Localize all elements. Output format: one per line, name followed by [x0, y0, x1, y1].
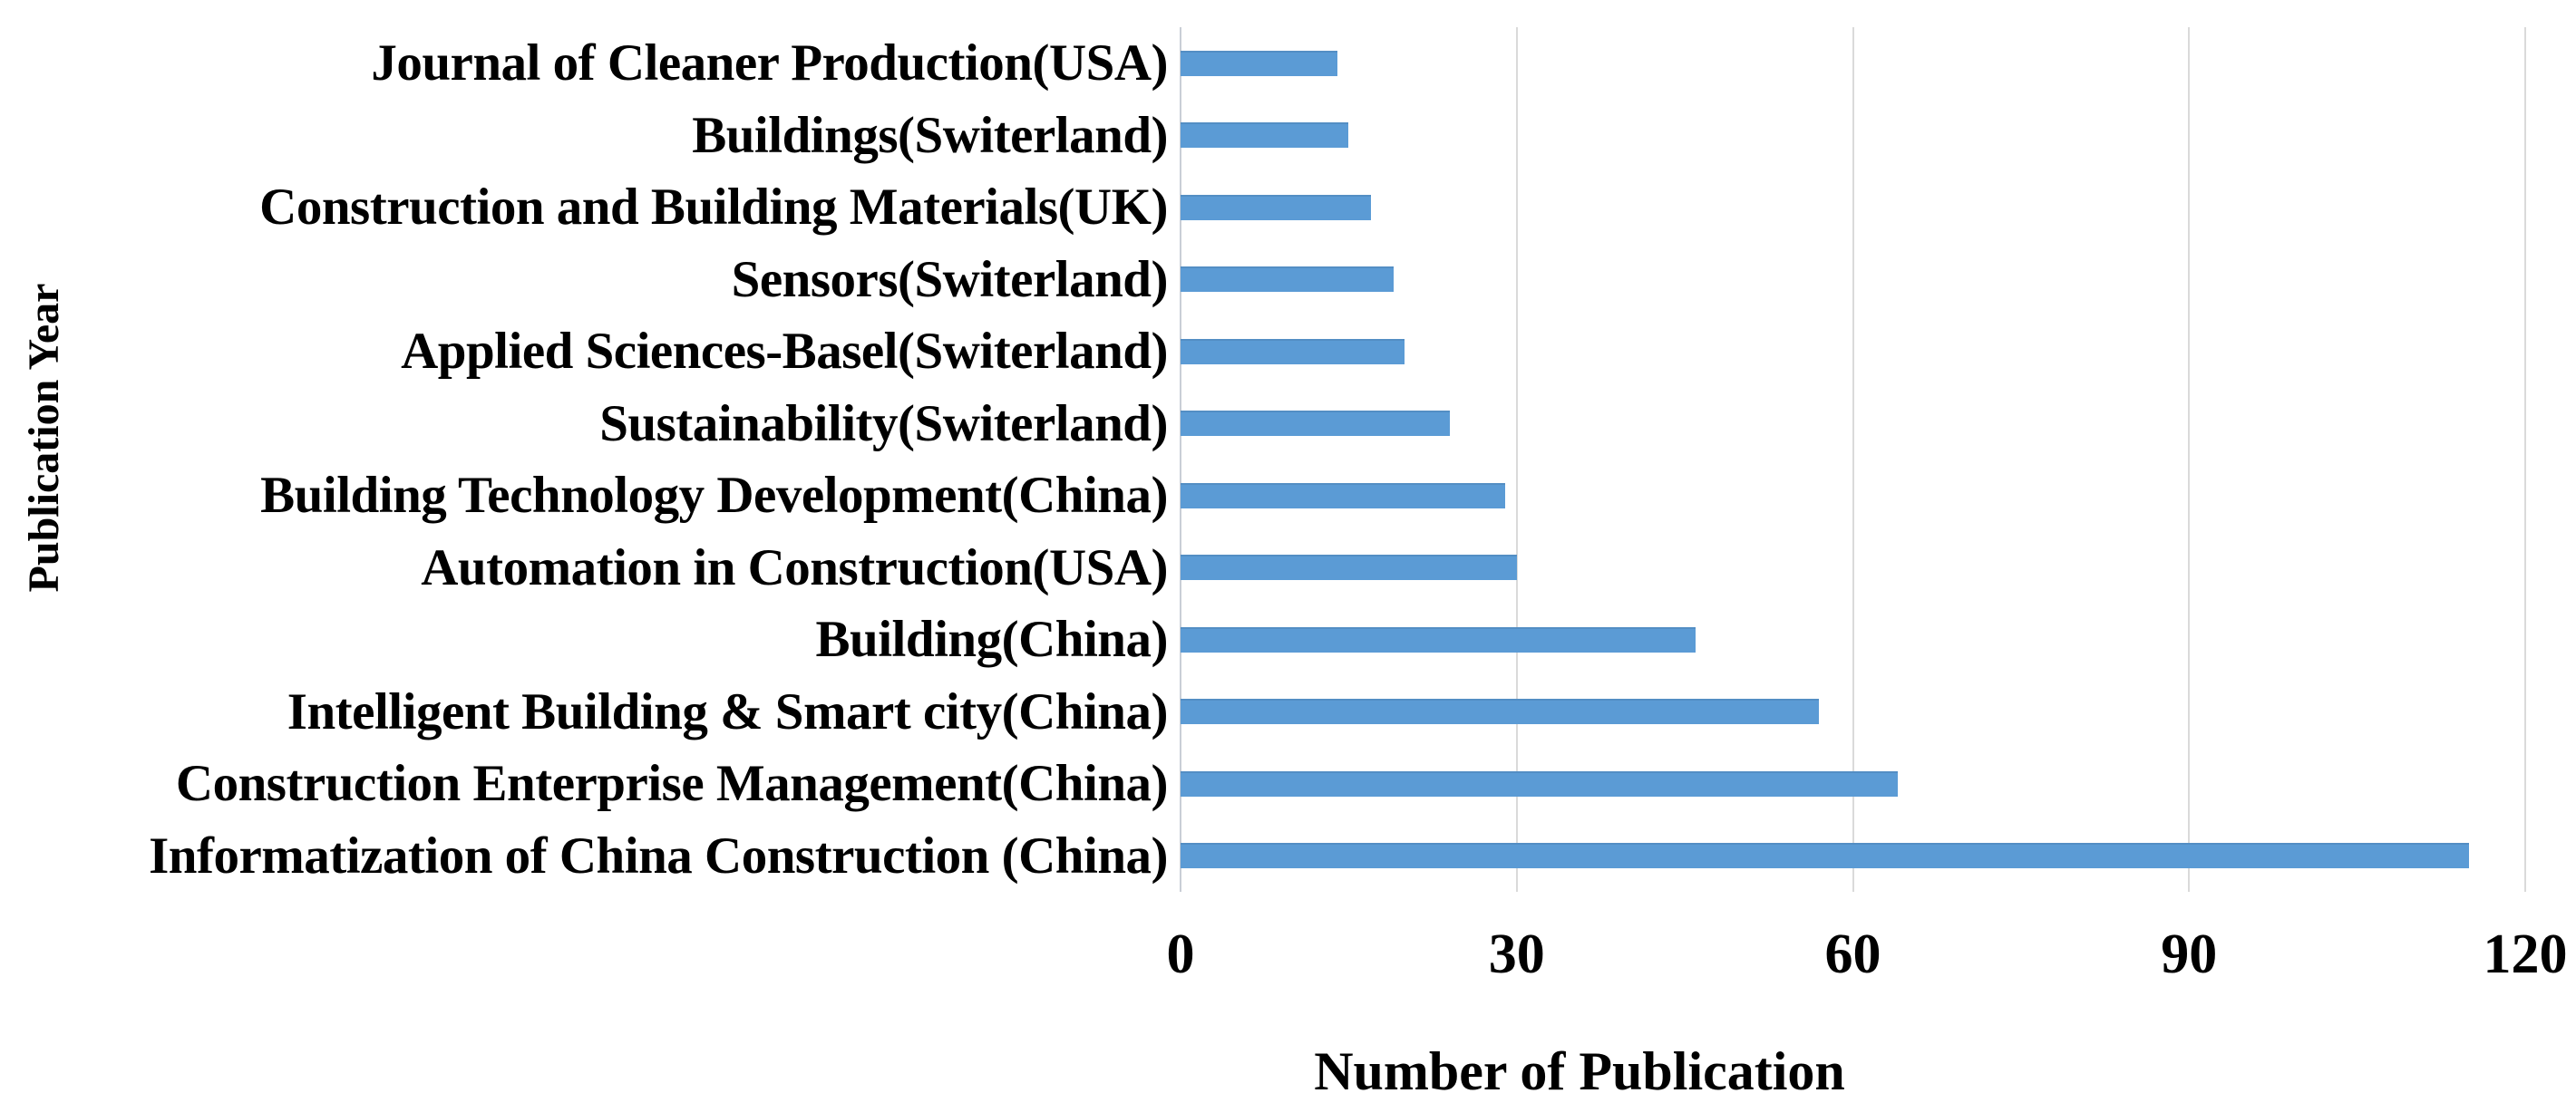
category-label: Applied Sciences-Basel(Switerland) — [401, 323, 1168, 381]
category-label: Construction Enterprise Management(China… — [175, 755, 1169, 813]
gridline — [2188, 27, 2191, 892]
category-axis-labels: Journal of Cleaner Production(USA) Buildi… — [0, 27, 1168, 892]
x-tick-label: 120 — [2483, 924, 2568, 985]
x-tick-label: 30 — [1488, 924, 1545, 985]
category-label: Automation in Construction(USA) — [421, 538, 1168, 596]
x-tick-label: 60 — [1824, 924, 1881, 985]
x-axis-title: Number of Publication — [1314, 1041, 1845, 1101]
bar — [1181, 50, 1338, 76]
category-label: Building(China) — [815, 611, 1169, 669]
category-label: Informatization of China Construction (C… — [149, 827, 1168, 885]
category-label: Sustainability(Switerland) — [599, 394, 1168, 452]
gridline — [1852, 27, 1854, 892]
category-label: Building Technology Development(China) — [260, 467, 1168, 525]
bar — [1181, 194, 1372, 220]
bar — [1181, 699, 1820, 725]
bar — [1181, 411, 1450, 437]
bar — [1181, 770, 1898, 797]
x-tick-label: 90 — [2161, 924, 2218, 985]
gridline — [2524, 27, 2526, 892]
bar — [1181, 626, 1696, 653]
bar — [1181, 555, 1517, 581]
x-tick-label: 0 — [1166, 924, 1195, 985]
category-label: Buildings(Switerland) — [692, 106, 1168, 164]
bar — [1181, 266, 1394, 293]
gridline — [1515, 27, 1518, 892]
bar — [1181, 338, 1405, 364]
plot-area — [1180, 27, 2526, 892]
category-label: Intelligent Building & Smart city(China) — [287, 682, 1169, 740]
x-axis-tick-labels: 0 30 60 90 120 — [0, 926, 2576, 999]
category-label: Sensors(Switerland) — [731, 250, 1169, 308]
bar — [1181, 843, 2470, 869]
y-axis-line — [1180, 27, 1181, 892]
bar — [1181, 482, 1506, 508]
bar — [1181, 122, 1349, 149]
category-label: Journal of Cleaner Production(USA) — [371, 34, 1168, 92]
category-label: Construction and Building Materials(UK) — [259, 179, 1168, 237]
